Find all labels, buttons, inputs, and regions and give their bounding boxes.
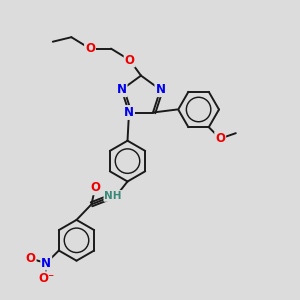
Text: O: O (90, 181, 100, 194)
Text: O: O (124, 53, 135, 67)
Text: N: N (155, 83, 165, 96)
Text: O: O (215, 132, 225, 145)
Text: O: O (85, 42, 95, 55)
Text: O: O (26, 252, 36, 265)
Text: NH: NH (104, 191, 122, 201)
Text: N: N (41, 256, 51, 270)
Text: N: N (117, 83, 127, 96)
Text: N: N (124, 106, 134, 119)
Text: O⁻: O⁻ (38, 272, 54, 285)
